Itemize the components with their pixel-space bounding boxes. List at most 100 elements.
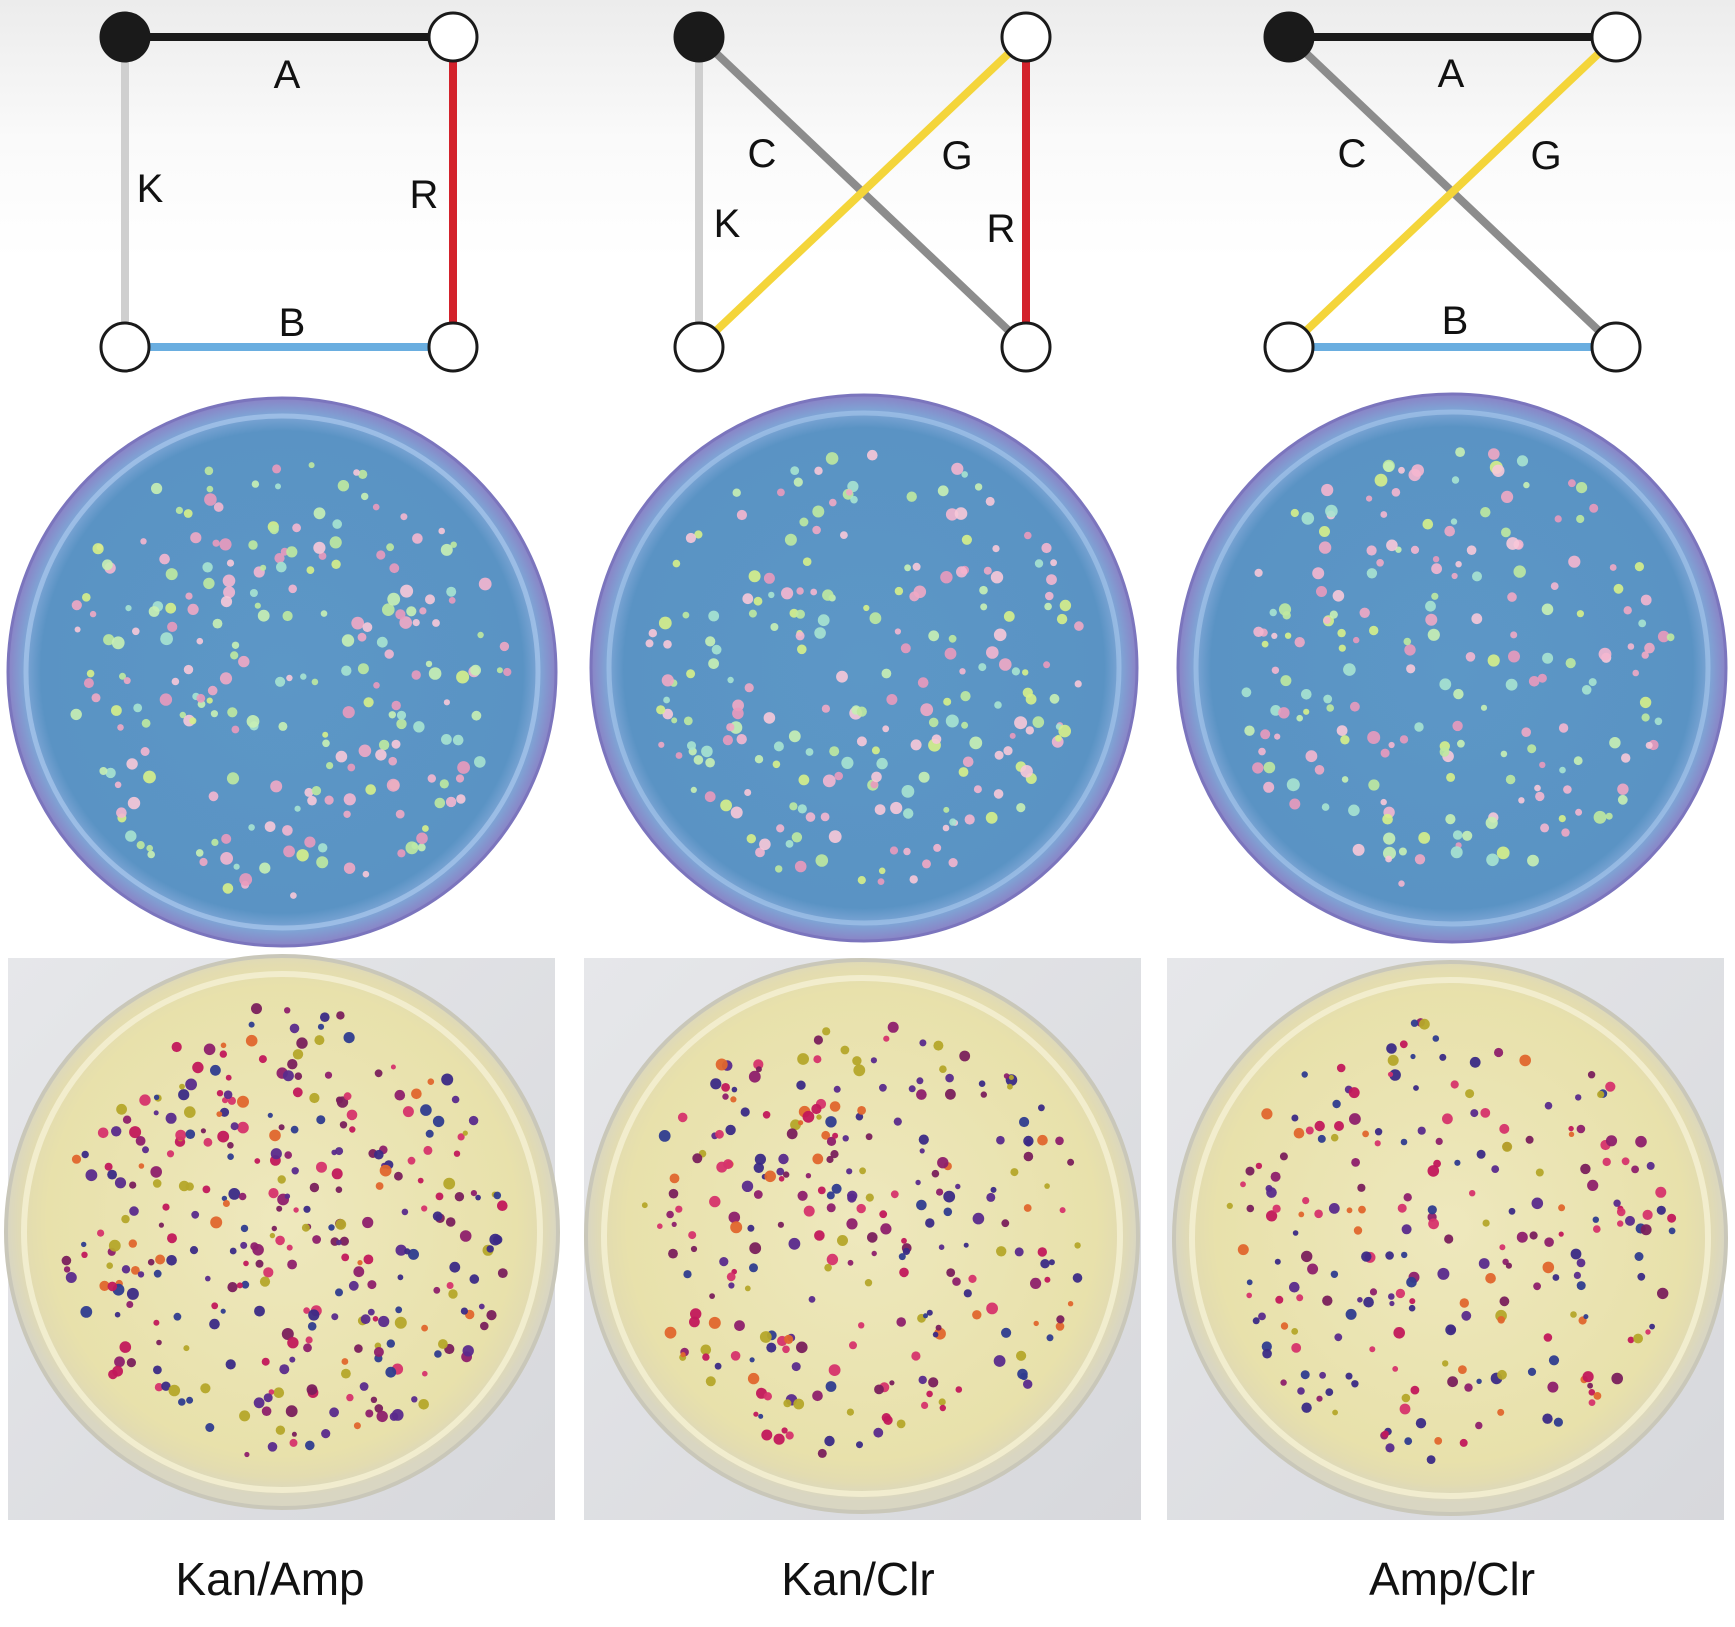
fluorescent-plate-3 [1176, 392, 1728, 944]
colony [273, 1387, 285, 1398]
colony [1314, 765, 1325, 775]
colony [196, 693, 206, 703]
colony [103, 634, 115, 646]
colony [1278, 603, 1292, 616]
colony [873, 1427, 884, 1438]
plate-inner-rim [21, 971, 543, 1493]
colony [747, 1372, 760, 1385]
colony [237, 1095, 249, 1108]
edge-label-g: G [941, 134, 972, 178]
colony [1427, 628, 1440, 641]
colony [788, 730, 801, 743]
colony [270, 780, 283, 793]
colony [248, 824, 255, 831]
colony [243, 1260, 249, 1267]
colony [1568, 1125, 1574, 1132]
colony [874, 804, 886, 815]
colony [1298, 1211, 1305, 1218]
colony [284, 1007, 291, 1014]
colony [301, 1223, 310, 1232]
colony [254, 1305, 265, 1317]
colony [1537, 673, 1547, 683]
colony [304, 836, 316, 848]
colony [1341, 776, 1349, 783]
colony [1074, 621, 1084, 631]
colony [1055, 1322, 1065, 1331]
colony [391, 739, 401, 749]
colony [1294, 637, 1305, 648]
colony [855, 1112, 864, 1121]
colony [1634, 1252, 1644, 1261]
colony [1466, 545, 1477, 555]
colony [1386, 539, 1398, 552]
colony [1666, 633, 1675, 642]
colony [1621, 753, 1631, 763]
colony [1410, 1053, 1416, 1060]
colony [952, 1277, 961, 1286]
colony [993, 789, 1004, 799]
colony [1001, 1327, 1012, 1338]
colony [102, 559, 113, 571]
colony [294, 1072, 303, 1080]
colony [1452, 830, 1463, 840]
colony [1305, 1126, 1314, 1135]
colony [195, 849, 204, 857]
colony [274, 553, 285, 564]
colony [799, 517, 809, 527]
colony [1301, 1250, 1313, 1263]
colony [1289, 1281, 1300, 1293]
colony [993, 1355, 1006, 1367]
edge-label-c: C [1338, 132, 1367, 176]
colony [1539, 761, 1546, 769]
colony [289, 1356, 296, 1363]
colony [1374, 473, 1388, 487]
colony [97, 1229, 105, 1237]
colony [1459, 1438, 1468, 1447]
colony [307, 1322, 317, 1331]
colony [386, 543, 394, 552]
colony [261, 1406, 272, 1416]
colony [1383, 832, 1396, 845]
colony [802, 557, 812, 566]
colony [1611, 1372, 1623, 1385]
colony [1609, 564, 1617, 571]
colony [1045, 591, 1054, 601]
colony [714, 1362, 722, 1370]
colony [894, 628, 902, 635]
colony [470, 664, 481, 676]
colony [1576, 482, 1588, 494]
colony [1261, 1341, 1272, 1352]
colony [870, 780, 879, 789]
colony [805, 812, 816, 822]
colony [189, 1246, 199, 1255]
colony [1544, 1237, 1554, 1247]
colony [943, 1207, 953, 1217]
colony [763, 1392, 772, 1401]
colony [126, 758, 138, 770]
colony [908, 1085, 916, 1093]
colony [190, 532, 202, 544]
colony [119, 672, 126, 680]
colony [852, 1056, 862, 1066]
colony [1642, 1209, 1653, 1220]
colony [985, 811, 998, 824]
plate-inner-rim [1193, 409, 1711, 927]
colony [1637, 1272, 1646, 1281]
colony [278, 1124, 285, 1131]
colonies [61, 1003, 508, 1458]
colony [1040, 1259, 1050, 1269]
colony [432, 1211, 443, 1221]
colony [1516, 1231, 1528, 1243]
colony [1576, 1124, 1586, 1134]
colony [1475, 1421, 1483, 1430]
colony [1303, 708, 1310, 715]
colony [421, 1324, 428, 1332]
colony [748, 609, 757, 618]
colony [1023, 1135, 1034, 1147]
colony [1633, 1333, 1643, 1344]
colony [749, 1242, 762, 1255]
colony [1445, 1324, 1457, 1336]
colony [1644, 642, 1655, 654]
colony [996, 1135, 1005, 1145]
colony [1419, 1018, 1430, 1030]
